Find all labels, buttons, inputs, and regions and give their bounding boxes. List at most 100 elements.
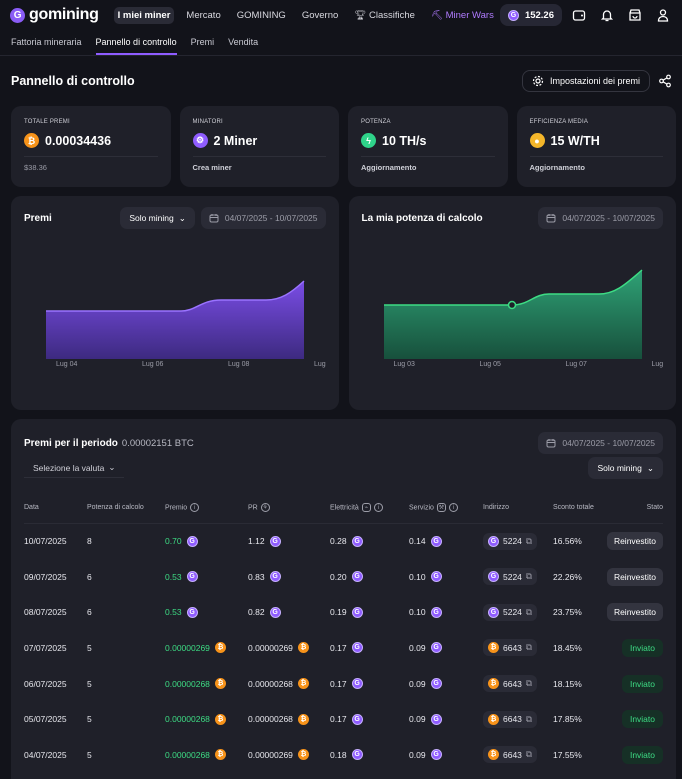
cell-reward: 0.00000268 ₿ <box>165 666 248 702</box>
balance-pill[interactable]: G 152.26 <box>499 4 562 26</box>
nav-gomining[interactable]: GOMINING <box>236 9 286 21</box>
nav-my-miners[interactable]: I miei miner <box>113 6 175 24</box>
cell-reward: 0.00000269 ₿ <box>165 630 248 666</box>
nav-leaderboards[interactable]: 🏆︎ Classifiche <box>350 7 419 24</box>
profile-icon[interactable] <box>652 4 674 26</box>
address-chip[interactable]: G 5224 ⧉ <box>483 568 537 586</box>
address-chip[interactable]: ₿ 6643 ⧉ <box>483 639 537 657</box>
reward-value: 0.00000268 <box>165 678 210 689</box>
gmt-coin-icon: G <box>351 642 363 654</box>
copy-icon[interactable]: ⧉ <box>525 749 532 760</box>
wallet-icon[interactable] <box>568 4 590 26</box>
bitcoin-icon: ₿ <box>488 642 499 654</box>
upgrade-efficiency-link[interactable]: Aggiornamento <box>529 163 585 172</box>
tab-mining-farm[interactable]: Fattoria mineraria <box>11 37 82 47</box>
filter-label: Solo mining <box>129 213 174 223</box>
copy-icon[interactable]: ⧉ <box>525 535 532 546</box>
gmt-coin-icon: G <box>488 606 499 618</box>
create-miner-link[interactable]: Crea miner <box>192 163 232 172</box>
pr-value: 0.83 <box>248 571 265 582</box>
cell-reward: 0.00000268 ₿ <box>165 737 248 773</box>
x-tick: Lug 07 <box>565 361 587 368</box>
chevron-down-icon: ⌄ <box>108 462 116 472</box>
divider <box>192 156 326 157</box>
cell-date: 06/07/2025 <box>24 678 67 689</box>
tab-dashboard[interactable]: Pannello di controllo <box>95 37 177 55</box>
gmt-coin-icon: G <box>430 713 442 725</box>
cell-pr: 0.82 G <box>248 594 330 630</box>
stats-row: TOTALE PREMI ₿ 0.00034436 $38.36 MINATORI… <box>0 106 682 187</box>
nav-miner-wars[interactable]: ⛏︎ Miner Wars <box>427 7 498 24</box>
gmt-coin-icon: G <box>507 9 519 21</box>
table-title-label: Premi per il periodo <box>24 437 118 449</box>
info-icon[interactable]: i <box>448 503 458 513</box>
cell-discount: 18.45% <box>553 642 582 653</box>
cell-status: Inviato <box>603 666 663 702</box>
rewards-settings-button[interactable]: Impostazioni dei premi <box>521 70 650 92</box>
gmt-coin-icon: G <box>351 535 363 547</box>
gmt-coin-icon: G <box>430 535 442 547</box>
bitcoin-icon: ₿ <box>214 642 226 654</box>
date-range-picker[interactable]: 04/07/2025 - 10/07/2025 <box>538 207 663 229</box>
x-tick: Lug <box>651 361 664 368</box>
cell-date: 07/07/2025 <box>24 642 67 653</box>
col-pr-label: PR <box>248 504 258 512</box>
bell-icon[interactable] <box>596 4 618 26</box>
stat-label: EFFICIENZA MEDIA <box>529 119 589 125</box>
mining-filter-select[interactable]: Solo mining ⌄ <box>588 457 663 479</box>
cell-address: G 5224 ⧉ <box>483 594 553 630</box>
stat-efficiency: EFFICIENZA MEDIA ● 15 W/TH Aggiornamento <box>516 106 676 187</box>
copy-icon[interactable]: ⧉ <box>525 571 532 582</box>
gmt-coin-icon: G <box>269 535 281 547</box>
pr-value: 0.00000268 <box>248 714 293 725</box>
rewards-table: Data Potenza di calcolo Premio i PR ⚘ Elet… <box>24 493 663 773</box>
cell-power: 5 <box>87 642 92 653</box>
tab-sale[interactable]: Vendita <box>228 37 259 47</box>
table-title: Premi per il periodo 0.00002151 BTC <box>24 438 194 449</box>
cell-power: 8 <box>87 536 92 547</box>
address-chip[interactable]: G 5224 ⧉ <box>483 603 537 621</box>
mining-filter-select[interactable]: Solo mining ⌄ <box>120 207 195 229</box>
x-tick: Lug 06 <box>142 361 164 368</box>
upgrade-power-link[interactable]: Aggiornamento <box>361 163 417 172</box>
table-row: 08/07/2025 6 0.53 G 0.82 G 0.19 G 0.10 G G 5224 ⧉ 23.… <box>24 594 663 630</box>
date-range-picker[interactable]: 04/07/2025 - 10/07/2025 <box>538 432 663 454</box>
info-icon[interactable]: i <box>190 503 200 513</box>
info-icon[interactable]: i <box>373 503 383 513</box>
bitcoin-icon: ₿ <box>297 749 309 761</box>
share-icon[interactable] <box>658 74 672 88</box>
cell-service: 0.09 G <box>409 701 483 737</box>
cell-pr: 0.00000269 ₿ <box>248 630 330 666</box>
address-chip[interactable]: ₿ 6643 ⧉ <box>483 675 537 693</box>
cell-power: 5 <box>87 749 92 760</box>
gmt-coin-icon: G <box>351 571 363 583</box>
copy-icon[interactable]: ⧉ <box>525 642 532 653</box>
service-value: 0.10 <box>409 607 426 618</box>
chevron-down-icon: ⌄ <box>178 212 186 223</box>
bitcoin-icon: ₿ <box>214 749 226 761</box>
col-status: Stato <box>603 493 663 524</box>
copy-icon[interactable]: ⧉ <box>525 678 532 689</box>
table-row: 07/07/2025 5 0.00000269 ₿ 0.00000269 ₿ 0.17 G 0.… <box>24 630 663 666</box>
electricity-value: 0.18 <box>330 749 347 760</box>
reward-value: 0.53 <box>165 607 182 618</box>
chart-title: La mia potenza di calcolo <box>361 212 483 224</box>
nav-market[interactable]: Mercato <box>186 9 221 21</box>
gmt-coin-icon: G <box>430 642 442 654</box>
chart-point[interactable] <box>507 300 516 310</box>
currency-select[interactable]: Selezione la valuta ⌄ <box>24 458 125 478</box>
date-range-picker[interactable]: 04/07/2025 - 10/07/2025 <box>200 207 326 229</box>
divider <box>24 156 158 157</box>
gmt-coin-icon: G <box>351 678 363 690</box>
nav-governance[interactable]: Governo <box>301 9 339 21</box>
electricity-value: 0.19 <box>330 607 347 618</box>
calendar-icon <box>546 214 556 223</box>
shop-icon[interactable] <box>624 4 646 26</box>
address-chip[interactable]: G 5224 ⧉ <box>483 532 537 550</box>
copy-icon[interactable]: ⧉ <box>525 713 532 724</box>
address-chip[interactable]: ₿ 6643 ⧉ <box>483 710 537 728</box>
address-chip[interactable]: ₿ 6643 ⧉ <box>483 746 537 764</box>
tab-rewards[interactable]: Premi <box>190 37 215 47</box>
copy-icon[interactable]: ⧉ <box>525 606 532 617</box>
logo[interactable]: G gomining <box>10 6 99 24</box>
